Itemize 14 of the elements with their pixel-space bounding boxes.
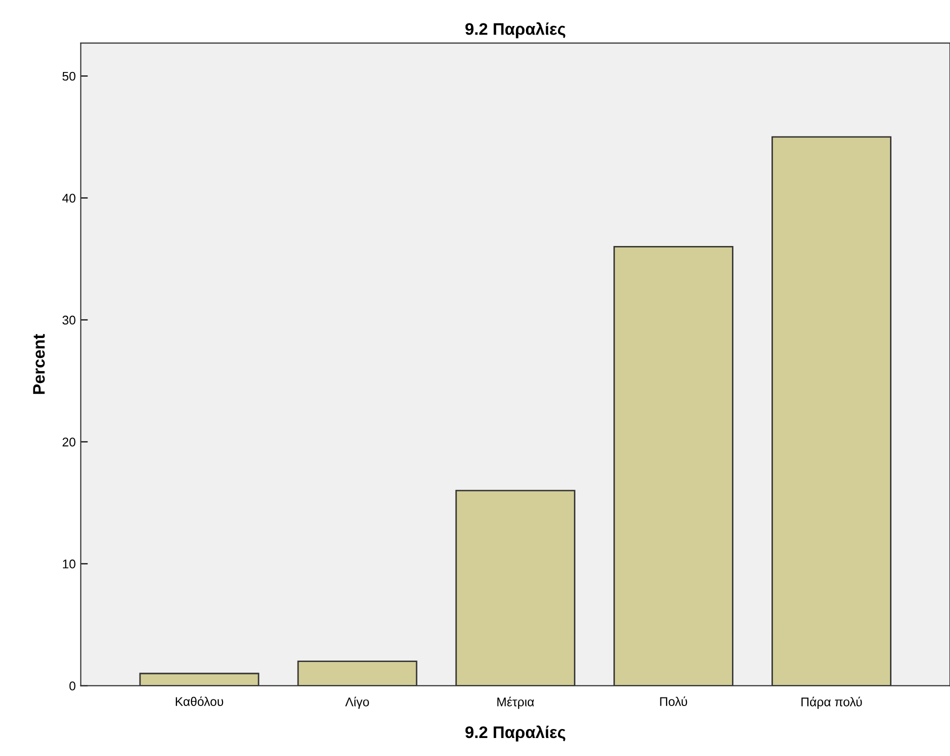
y-tick-label: 30 [62,316,76,325]
chart-title: 9.2 Παραλίες [465,22,566,38]
x-axis-title: 9.2 Παραλίες [465,725,566,742]
x-tick-label: Λίγο [345,696,369,709]
y-tick-label: 20 [62,438,76,446]
x-tick-label: Μέτρια [497,696,534,709]
y-tick-label: 40 [62,194,76,203]
y-axis-title: Percent [33,334,45,394]
y-tick-label: 0 [69,681,76,690]
x-tick-label: Πάρα πολύ [801,696,862,709]
y-tick-label: 10 [62,560,76,568]
x-tick-label: Πολύ [660,696,688,706]
x-tick-label: Καθόλου [176,696,224,706]
y-tick-label: 50 [62,72,76,81]
